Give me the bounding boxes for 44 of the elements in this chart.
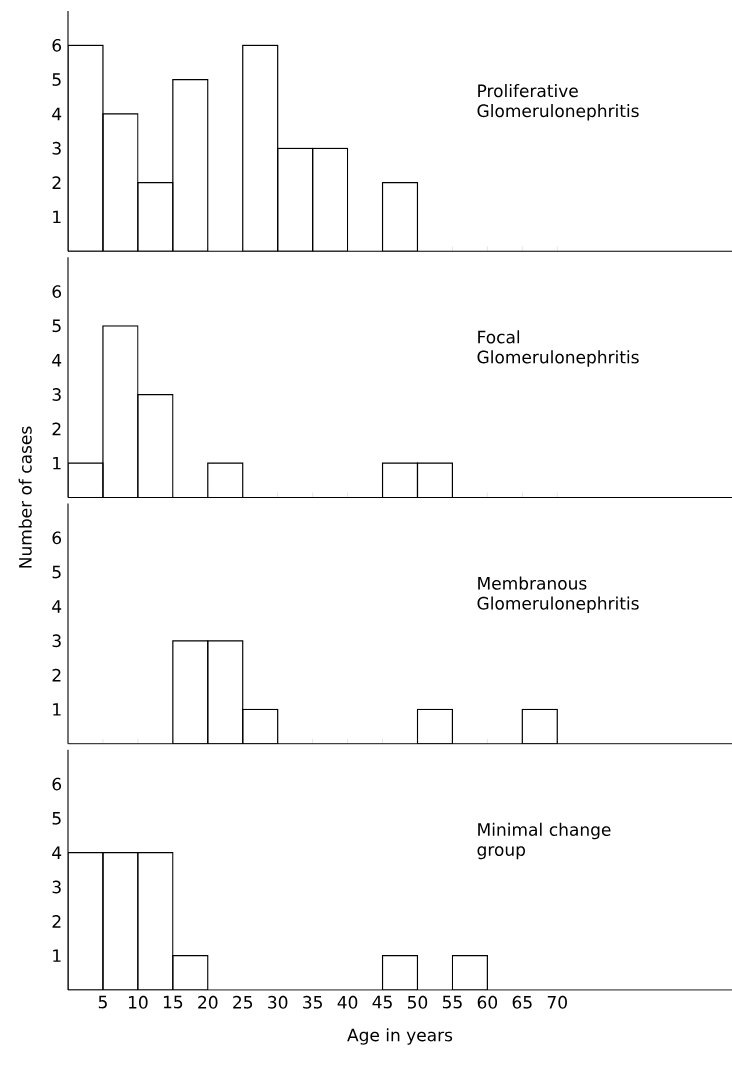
x-tick-label: 65 bbox=[512, 995, 532, 1009]
y-tick-label: 6 bbox=[52, 531, 62, 545]
y-tick-label: 2 bbox=[52, 422, 61, 436]
y-tick-label: 5 bbox=[52, 812, 61, 825]
text: Focal Glomerulonephritis bbox=[477, 330, 639, 367]
y-tick-label: 3 bbox=[52, 141, 61, 155]
x-tick-label: 10 bbox=[128, 995, 148, 1009]
x-tick-label: 40 bbox=[337, 995, 358, 1009]
x-tick-label: 70 bbox=[547, 995, 567, 1009]
x-tick-label: 45 bbox=[372, 995, 392, 1009]
y-tick-label: 1 bbox=[53, 210, 61, 224]
y-tick-label: 6 bbox=[52, 38, 62, 52]
y-tick-label: 6 bbox=[52, 285, 62, 298]
y-tick-label: 4 bbox=[52, 600, 62, 613]
text: Membranous Glomerulonephritis bbox=[477, 576, 639, 614]
y-tick-label: 2 bbox=[52, 176, 61, 189]
y-tick-label: 1 bbox=[53, 703, 61, 716]
y-tick-label: 3 bbox=[52, 388, 61, 401]
y-tick-label: 6 bbox=[52, 777, 62, 791]
y-tick-label: 3 bbox=[52, 880, 61, 894]
x-tick-label: 15 bbox=[163, 995, 183, 1009]
y-tick-label: 2 bbox=[52, 668, 61, 682]
y-tick-label: 5 bbox=[52, 565, 61, 579]
y-tick-label: 1 bbox=[53, 949, 61, 962]
x-tick-label: 30 bbox=[268, 995, 288, 1009]
y-tick-label: 4 bbox=[52, 846, 62, 859]
y-tick-label: 5 bbox=[52, 73, 61, 86]
y-tick-label: 3 bbox=[52, 634, 61, 648]
x-tick-label: 55 bbox=[442, 995, 462, 1009]
x-tick-label: 25 bbox=[233, 995, 253, 1009]
x-tick-label: 5 bbox=[98, 995, 107, 1009]
y-tick-label: 4 bbox=[52, 107, 62, 121]
y-tick-label: 4 bbox=[52, 354, 62, 367]
text: Proliferative Glomerulonephritis bbox=[477, 84, 639, 121]
x-tick-label: 60 bbox=[477, 995, 498, 1009]
y-tick-label: 5 bbox=[52, 319, 61, 333]
text: Minimal change group bbox=[477, 822, 611, 860]
y-tick-label: 1 bbox=[53, 456, 61, 470]
x-axis-title: Age in years bbox=[347, 1028, 453, 1045]
x-tick-label: 50 bbox=[407, 995, 428, 1009]
y-tick-label: 2 bbox=[52, 915, 61, 928]
x-tick-label: 20 bbox=[198, 995, 218, 1009]
x-tick-label: 35 bbox=[303, 995, 322, 1009]
y-axis-title: Number of cases bbox=[18, 426, 32, 568]
